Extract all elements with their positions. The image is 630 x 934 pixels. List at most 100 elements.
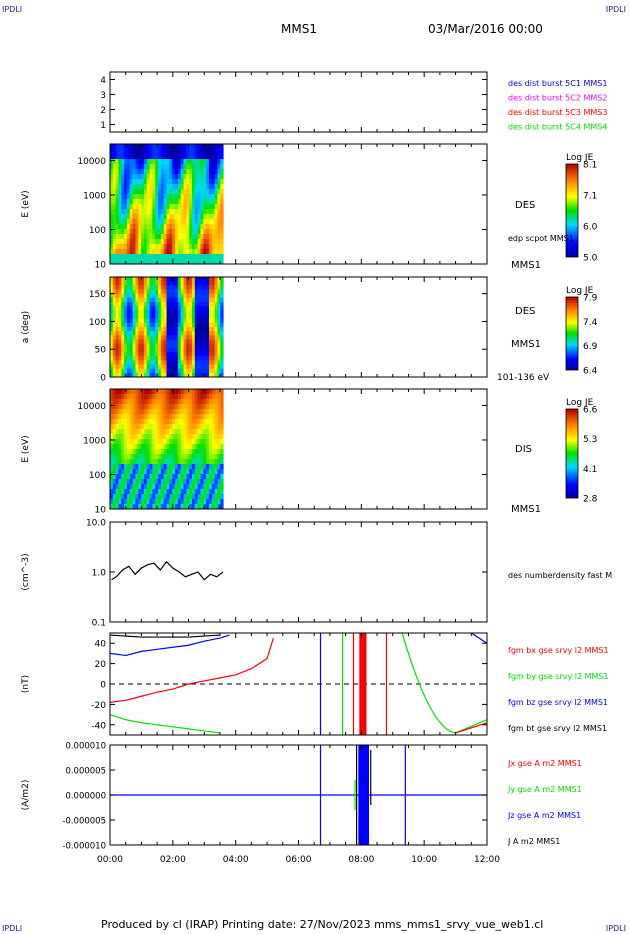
spectrogram-cell xyxy=(146,368,151,374)
spectrogram-cell xyxy=(172,489,176,495)
spectrogram-cell xyxy=(208,169,213,175)
spectrogram-cell xyxy=(135,234,139,240)
spectrogram-cell xyxy=(191,389,196,395)
spectrogram-cell xyxy=(200,327,204,332)
spectrogram-cell xyxy=(177,394,182,400)
spectrogram-cell xyxy=(191,285,196,290)
spectrogram-cell xyxy=(112,394,117,400)
spectrogram-cell xyxy=(135,229,139,235)
spectrogram-cell xyxy=(132,214,136,220)
spectrogram-cell xyxy=(132,244,136,250)
spectrogram-cell xyxy=(183,499,187,505)
spectrogram-cell xyxy=(152,343,156,349)
spectrogram-cell xyxy=(186,214,190,220)
spectrogram-cell xyxy=(155,214,159,220)
spectrogram-cell xyxy=(158,249,162,255)
spectrogram-cell xyxy=(172,159,176,165)
spectrogram-cell xyxy=(160,239,165,245)
spectrogram-cell xyxy=(172,149,176,155)
spectrogram-cell xyxy=(194,469,199,475)
spectrogram-cell xyxy=(152,224,156,230)
spectrogram-cell xyxy=(206,285,210,290)
spectrogram-cell xyxy=(177,343,182,349)
spectrogram-cell xyxy=(124,184,128,190)
spectrogram-cell xyxy=(186,409,190,415)
spectrogram-cell xyxy=(166,189,170,195)
spectrogram-cell xyxy=(115,394,119,400)
spectrogram-cell xyxy=(121,239,125,245)
spectrogram-cell xyxy=(169,331,173,336)
spectrogram-cell xyxy=(155,174,159,180)
spectrogram-cell xyxy=(163,394,168,400)
spectrogram-cell xyxy=(200,214,204,220)
spectrogram-cell xyxy=(121,209,125,215)
spectrogram-cell xyxy=(155,419,159,425)
spectrogram-cell xyxy=(126,322,131,328)
spectrogram-cell xyxy=(172,214,176,220)
spectrogram-cell xyxy=(200,479,204,485)
spectrogram-cell xyxy=(160,424,165,430)
spectrogram-cell xyxy=(197,494,201,500)
spectrogram-cell xyxy=(191,249,196,255)
spectrogram-cell xyxy=(169,234,173,240)
spectrogram-cell xyxy=(152,347,156,353)
spectrogram-cell xyxy=(126,154,131,160)
spectrogram-cell xyxy=(183,389,187,395)
panel-frame-1 xyxy=(109,71,488,133)
spectrogram-cell xyxy=(112,277,117,282)
spectrogram-cell xyxy=(211,229,216,235)
y-axis-label: E (eV) xyxy=(21,190,31,217)
spectrogram-cell xyxy=(183,194,187,200)
spectrogram-cell xyxy=(189,199,193,205)
spectrogram-cell xyxy=(110,424,114,430)
spectrogram-cell xyxy=(158,368,162,374)
spectrogram-cell xyxy=(132,184,136,190)
spectrogram-cell xyxy=(183,244,187,250)
spectrogram-cell xyxy=(155,297,159,303)
spectrogram-cell xyxy=(220,449,224,455)
spectrogram-cell xyxy=(138,389,142,395)
spectrogram-cell xyxy=(132,297,136,303)
spectrogram-cell xyxy=(160,285,165,290)
spectrogram-cell xyxy=(146,389,151,395)
spectrogram-cell xyxy=(132,322,136,328)
spectrogram-cell xyxy=(169,285,173,290)
y-tick-label: 50 xyxy=(95,346,107,356)
spectrogram-cell xyxy=(186,306,190,311)
spectrogram-cell xyxy=(191,214,196,220)
spectrogram-cell xyxy=(112,434,117,440)
spectrogram-cell xyxy=(191,174,196,180)
spectrogram-cell xyxy=(183,327,187,332)
spectrogram-cell xyxy=(183,347,187,353)
spectrogram-cell xyxy=(149,154,153,160)
spectrogram-cell xyxy=(143,356,148,361)
spectrogram-cell xyxy=(191,449,196,455)
spectrogram-cell xyxy=(175,219,179,225)
spectrogram-cell xyxy=(112,254,117,260)
spectrogram-cell xyxy=(166,249,170,255)
spectrogram-cell xyxy=(158,352,162,357)
spectrogram-cell xyxy=(135,429,139,435)
spectrogram-cell xyxy=(172,360,176,365)
spectrogram-cell xyxy=(208,347,213,353)
spectrogram-cell xyxy=(132,424,136,430)
spectrogram-cell xyxy=(135,189,139,195)
spectrogram-cell xyxy=(141,149,145,155)
spectrogram-cell xyxy=(220,184,224,190)
spectrogram-cell xyxy=(177,302,182,307)
spectrogram-cell xyxy=(186,360,190,365)
spectrogram-cell xyxy=(189,194,193,200)
spectrogram-cell xyxy=(112,322,117,328)
spectrogram-cell xyxy=(141,144,145,150)
spectrogram-cell xyxy=(169,224,173,230)
spectrogram-cell xyxy=(169,174,173,180)
spectrogram-cell xyxy=(211,199,216,205)
spectrogram-cell xyxy=(175,347,179,353)
spectrogram-cell xyxy=(149,459,153,465)
spectrogram-cell xyxy=(126,302,131,307)
spectrogram-cell xyxy=(166,339,170,345)
spectrogram-cell xyxy=(138,184,142,190)
spectrogram-cell xyxy=(180,356,185,361)
spectrogram-cell xyxy=(183,229,187,235)
spectrogram-cell xyxy=(121,444,125,450)
